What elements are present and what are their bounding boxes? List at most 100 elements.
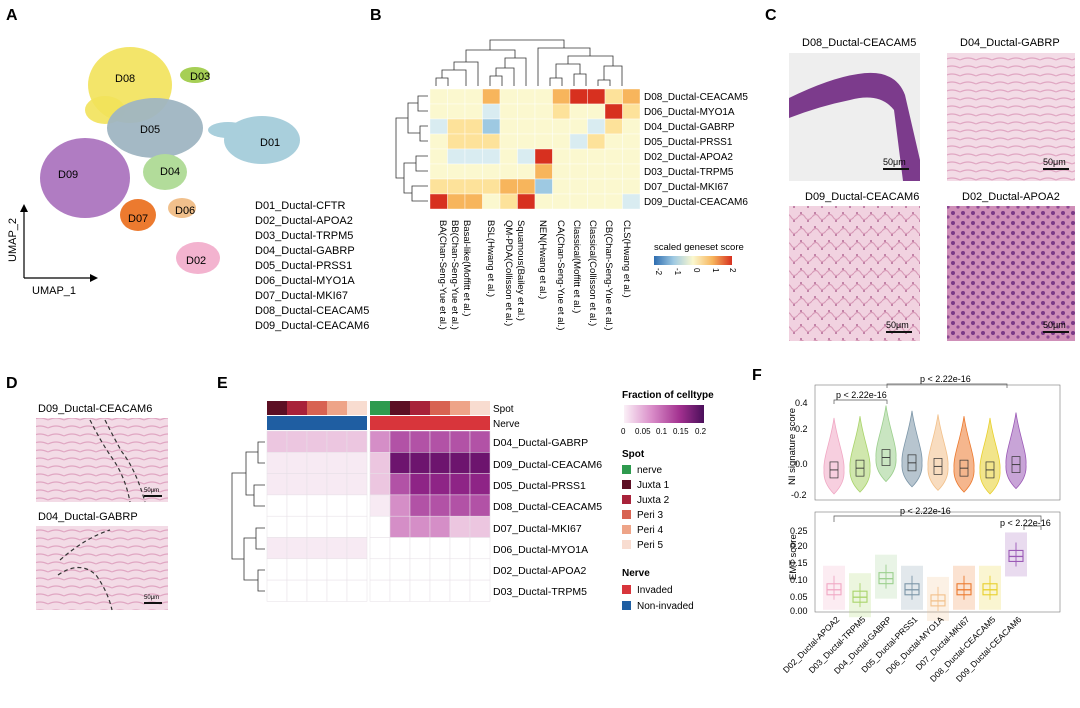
fraction-cell <box>450 452 470 473</box>
heatmap-cell <box>570 179 588 194</box>
nerve-legend-label: Non-invaded <box>637 601 694 612</box>
heatmap-cell <box>518 104 536 119</box>
fraction-cell <box>410 559 430 580</box>
geneset-dendrogram-top <box>436 40 622 86</box>
spot-legend-swatch <box>622 495 631 504</box>
heatmap-cell <box>588 149 606 164</box>
he-scale-label: 50μm <box>883 157 906 167</box>
fraction-cell <box>287 516 307 537</box>
emt-ytick: 0.00 <box>790 606 808 616</box>
he-scale-label: 50μm <box>886 320 909 330</box>
geneset-legend-tick: 2 <box>728 268 737 273</box>
fraction-cell <box>267 474 287 495</box>
heatmap-cell <box>588 89 606 104</box>
spot-legend-label: Juxta 1 <box>637 480 670 491</box>
fraction-cell <box>347 580 367 601</box>
heatmap-row-label: D09_Ductal-CEACAM6 <box>644 197 748 208</box>
fraction-cell <box>390 474 410 495</box>
fraction-cell <box>370 452 390 473</box>
fraction-cell <box>307 452 327 473</box>
fraction-cell <box>327 431 347 452</box>
fraction-cell <box>430 495 450 516</box>
fraction-cell <box>370 431 390 452</box>
ni-ytick: 0.0 <box>795 459 808 469</box>
heatmap-cell <box>500 179 518 194</box>
he-scale-label: 50μm <box>1043 157 1066 167</box>
ni-violin <box>902 411 922 487</box>
heatmap-cell <box>553 119 571 134</box>
heatmap-cell <box>623 89 641 104</box>
he-scalebar <box>144 495 162 497</box>
nerve-legend: Nerve Invaded Non-invaded <box>622 568 694 612</box>
panel-letter-f: F <box>752 367 762 384</box>
heatmap-col-label: Basal-like(Moffitt et al.) <box>461 220 472 316</box>
emt-ytick: 0.20 <box>790 541 808 551</box>
emt-ytick: 0.15 <box>790 558 808 568</box>
ni-violin <box>876 406 896 482</box>
fraction-cell <box>267 452 287 473</box>
fraction-cell <box>327 474 347 495</box>
fraction-legend-tick: 0.05 <box>635 427 651 436</box>
heatmap-cell <box>448 119 466 134</box>
fraction-cell <box>327 538 347 559</box>
heatmap-col-label: NEN(Hwang et al.) <box>537 220 548 299</box>
heatmap-cell <box>535 89 553 104</box>
heatmap-col-label: Classical(Collisson et al.) <box>587 220 598 326</box>
fraction-cell <box>287 559 307 580</box>
fraction-cell <box>430 452 450 473</box>
fraction-cell <box>287 431 307 452</box>
he-scale-label: 50μm <box>144 595 159 601</box>
heatmap-row-label: D08_Ductal-CEACAM5 <box>644 92 748 103</box>
fraction-row-label: D07_Ductal-MKI67 <box>493 523 582 535</box>
fraction-cell <box>410 538 430 559</box>
heatmap-cell <box>605 194 623 209</box>
ni-violin <box>980 418 1000 494</box>
fraction-cell <box>470 580 490 601</box>
heatmap-cell <box>605 134 623 149</box>
fraction-cell <box>347 474 367 495</box>
heatmap-cell <box>465 134 483 149</box>
heatmap-cell <box>553 134 571 149</box>
ni-violin <box>1006 413 1026 489</box>
heatmap-cell <box>535 149 553 164</box>
fraction-row-label: D04_Ductal-GABRP <box>493 437 588 449</box>
heatmap-cell <box>570 164 588 179</box>
figure: A D08 D03 D05 D01 D09 D04 D07 D06 D02 UM… <box>0 0 1080 703</box>
fraction-cell <box>370 538 390 559</box>
heatmap-cell <box>553 194 571 209</box>
heatmap-cell <box>605 149 623 164</box>
f-xtick-labels: D02_Ductal-APOA2 D03_Ductal-TRPM5 D04_Du… <box>781 614 1024 684</box>
fraction-legend-tick: 0.1 <box>656 427 668 436</box>
umap-legend-item: D07_Ductal-MKI67 <box>255 290 348 302</box>
fraction-cell <box>347 516 367 537</box>
umap-legend-item: D09_Ductal-CEACAM6 <box>255 320 369 332</box>
heatmap-cell <box>500 194 518 209</box>
fraction-cell <box>430 431 450 452</box>
heatmap-cell <box>535 119 553 134</box>
heatmap-cell <box>553 149 571 164</box>
fraction-cell <box>327 580 347 601</box>
fraction-legend-tick: 0.15 <box>673 427 689 436</box>
umap-legend-item: D08_Ductal-CEACAM5 <box>255 305 369 317</box>
ni-violins <box>824 406 1026 494</box>
fraction-dendrogram <box>232 442 265 591</box>
heatmap-cell <box>483 179 501 194</box>
spot-legend-swatch <box>622 510 631 519</box>
geneset-heatmap <box>430 89 640 209</box>
spot-legend-label: Juxta 2 <box>637 495 670 506</box>
heatmap-cell <box>483 89 501 104</box>
fraction-legend-tick: 0 <box>621 427 626 436</box>
fraction-cell <box>470 516 490 537</box>
fraction-legend: Fraction of celltype 0 0.05 0.1 0.15 0.2 <box>621 390 714 436</box>
heatmap-cell <box>605 164 623 179</box>
fraction-legend-bar <box>624 405 704 423</box>
heatmap-cell <box>500 89 518 104</box>
fraction-cell <box>370 559 390 580</box>
heatmap-cell <box>430 119 448 134</box>
he-title: D04_Ductal-GABRP <box>38 511 138 523</box>
ni-violin <box>824 418 844 494</box>
fraction-cell <box>307 538 327 559</box>
annotation-label-nerve: Nerve <box>493 419 520 430</box>
fraction-cell <box>470 452 490 473</box>
fraction-cell <box>450 431 470 452</box>
